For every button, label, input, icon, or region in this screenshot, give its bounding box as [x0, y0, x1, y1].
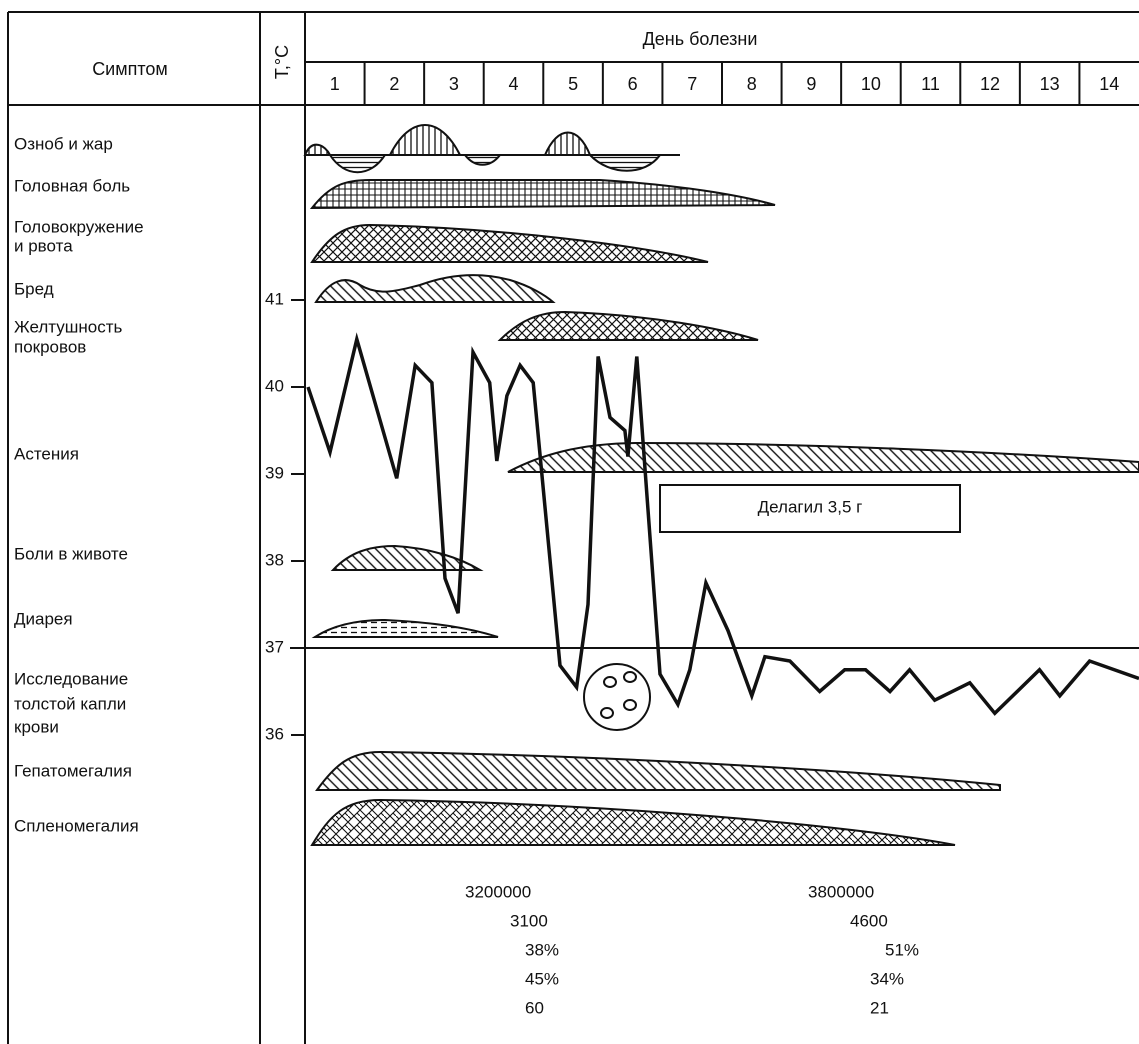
day-label: 8 [747, 74, 757, 94]
temperature-line [308, 339, 1139, 713]
temp-tick-label: 40 [265, 376, 284, 395]
temp-tick-label: 39 [265, 463, 284, 482]
temp-tick-label: 38 [265, 550, 284, 569]
table-grid [8, 12, 1139, 1044]
symptom-label: Бред [14, 279, 54, 298]
lab-value: 34% [870, 969, 904, 988]
day-label: 13 [1040, 74, 1060, 94]
day-label: 10 [861, 74, 881, 94]
day-label: 1 [330, 74, 340, 94]
day-label: 14 [1099, 74, 1119, 94]
lab-value: 4600 [850, 911, 888, 930]
symptom-label: Диарея [14, 609, 73, 628]
day-label: 5 [568, 74, 578, 94]
symptom-header: Симптом [92, 59, 168, 79]
symptom-label: Головная боль [14, 176, 130, 195]
lab-value: 3800000 [808, 882, 874, 901]
symptom-label: Спленомегалия [14, 816, 139, 835]
symptom-label: покровов [14, 337, 86, 356]
temp-tick-label: 41 [265, 289, 284, 308]
symptom-label: и рвота [14, 236, 73, 255]
blood-smear-icon [584, 664, 650, 730]
symptom-label: Боли в животе [14, 544, 128, 563]
temp-tick-label: 36 [265, 724, 284, 743]
symptom-label: Озноб и жар [14, 134, 113, 153]
treatment-label: Делагил 3,5 г [758, 497, 863, 516]
day-label: 3 [449, 74, 459, 94]
temp-unit-header: Т,°С [272, 45, 292, 79]
day-label: 11 [921, 74, 940, 94]
symptom-label: Исследование [14, 669, 128, 688]
day-label: 12 [980, 74, 1000, 94]
day-label: 4 [508, 74, 518, 94]
day-label: 2 [389, 74, 399, 94]
symptom-label: толстой капли [14, 694, 126, 713]
symptom-label: Гепатомегалия [14, 761, 132, 780]
lab-value: 45% [525, 969, 559, 988]
day-label: 9 [806, 74, 816, 94]
symptom-label: Желтушность [14, 317, 123, 336]
symptom-label: Астения [14, 444, 79, 463]
lab-value: 38% [525, 940, 559, 959]
days-header: День болезни [643, 29, 758, 49]
lab-value: 3100 [510, 911, 548, 930]
lab-value: 60 [525, 998, 544, 1017]
symptom-label: Головокружение [14, 217, 144, 236]
day-label: 6 [628, 74, 638, 94]
temp-tick-label: 37 [265, 637, 284, 656]
day-label: 7 [687, 74, 697, 94]
lab-value: 3200000 [465, 882, 531, 901]
lab-value: 51% [885, 940, 919, 959]
clinical-chart: Симптом Т,°С День болезни Делагил 3,5 г … [0, 0, 1139, 1044]
lab-value: 21 [870, 998, 889, 1017]
symptom-label: крови [14, 717, 59, 736]
